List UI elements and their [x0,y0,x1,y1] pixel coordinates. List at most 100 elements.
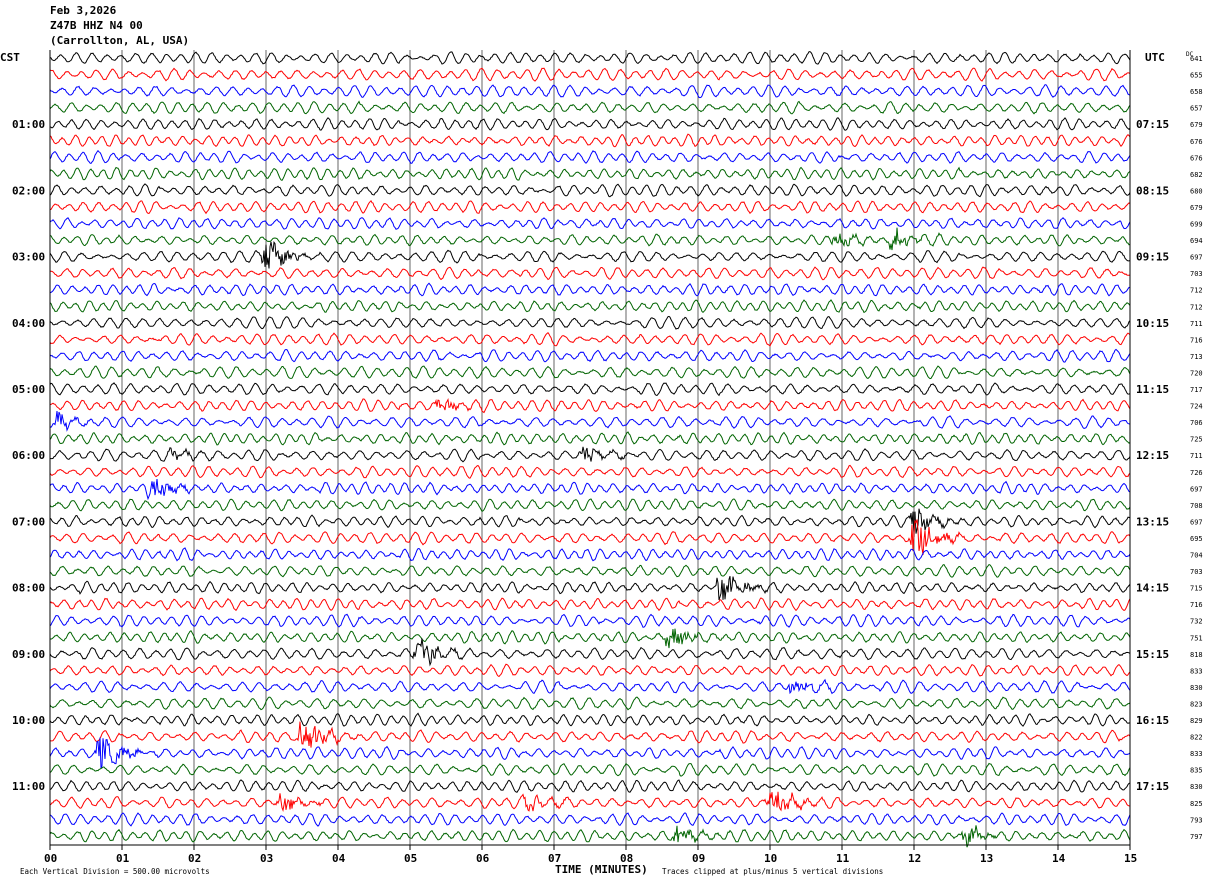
cst-time-label: 03:00 [12,251,45,264]
date-label: Feb 3,2026 [50,4,117,17]
x-tick-label: 02 [188,852,201,865]
dc-value: 830 [1190,783,1203,791]
x-tick-label: 04 [332,852,346,865]
trace-row [49,51,1131,65]
cst-time-label: 06:00 [12,449,45,462]
dc-value: 712 [1190,287,1203,295]
dc-value: 697 [1190,518,1203,526]
utc-time-label: 15:15 [1136,648,1169,661]
utc-time-label: 16:15 [1136,714,1169,727]
dc-value: 751 [1190,634,1203,642]
station-label: Z47B HHZ N4 00 [50,19,143,32]
trace-row [49,149,1131,164]
dc-value: 704 [1190,552,1203,560]
trace-row [49,84,1131,99]
trace-row [49,564,1131,578]
dc-value: 833 [1190,667,1203,675]
cst-time-label: 01:00 [12,118,45,131]
cst-time-label: 04:00 [12,317,45,330]
utc-time-label: 09:15 [1136,251,1169,264]
dc-value: 830 [1190,684,1203,692]
trace-row [49,825,1131,848]
dc-value: 720 [1190,369,1203,377]
trace-row [49,331,1131,347]
trace-row [49,241,1131,269]
x-tick-label: 00 [44,852,57,865]
x-tick-label: 06 [476,852,490,865]
x-tick-label: 08 [620,852,633,865]
trace-row [49,508,1131,538]
dc-header: DC [1186,51,1194,58]
trace-row [49,382,1131,397]
trace-row [49,67,1131,82]
trace-row [49,199,1131,215]
trace-row [49,431,1131,446]
trace-row [49,478,1131,501]
utc-time-label: 10:15 [1136,317,1169,330]
right-timezone-label: UTC [1145,51,1165,64]
left-timezone-label: CST [0,51,20,64]
x-tick-label: 15 [1124,852,1137,865]
trace-row [49,411,1131,432]
dc-value: 679 [1190,121,1203,129]
utc-time-label: 14:15 [1136,582,1169,595]
dc-value: 726 [1190,469,1203,477]
x-tick-label: 01 [116,852,130,865]
dc-value: 695 [1190,535,1203,543]
trace-row [49,315,1131,330]
trace-row [49,628,1131,649]
trace-row [49,266,1131,281]
trace-row [49,464,1131,479]
dc-value: 713 [1190,353,1203,361]
dc-value: 703 [1190,568,1203,576]
trace-row [49,397,1131,414]
trace-row [49,663,1131,678]
trace-row [49,712,1131,727]
x-tick-label: 09 [692,852,705,865]
x-tick-label: 13 [980,852,993,865]
dc-value: 680 [1190,187,1203,195]
utc-time-label: 17:15 [1136,780,1169,793]
trace-row [49,779,1131,793]
utc-time-label: 11:15 [1136,383,1169,396]
utc-time-label: 13:15 [1136,515,1169,528]
utc-time-label: 07:15 [1136,118,1169,131]
trace-row [49,498,1131,512]
trace-row [49,597,1131,612]
dc-value: 835 [1190,767,1203,775]
dc-value: 679 [1190,204,1203,212]
dc-value: 797 [1190,833,1203,841]
dc-value: 657 [1190,105,1203,113]
x-tick-label: 12 [908,852,921,865]
traces [49,51,1131,848]
dc-value: 833 [1190,750,1203,758]
location-label: (Carrollton, AL, USA) [50,34,190,47]
trace-row [49,613,1131,628]
dc-value: 823 [1190,700,1203,708]
trace-row [49,100,1131,115]
trace-row [49,299,1131,314]
utc-time-label: 08:15 [1136,184,1169,197]
dc-value: 711 [1190,320,1203,328]
trace-row [49,227,1131,251]
dc-value: 717 [1190,386,1203,394]
cst-time-label: 09:00 [12,648,45,661]
trace-row [49,282,1131,297]
trace-row [49,762,1131,777]
x-tick-label: 03 [260,852,273,865]
cst-time-label: 07:00 [12,515,45,528]
dc-value: 676 [1190,138,1203,146]
trace-row [49,547,1131,562]
dc-value: 725 [1190,436,1203,444]
trace-row [49,678,1131,695]
trace-row [49,721,1131,748]
trace-row [49,791,1131,812]
x-tick-label: 05 [404,852,417,865]
dc-value: 699 [1190,221,1203,229]
cst-time-label: 08:00 [12,582,45,595]
dc-value: 829 [1190,717,1203,725]
dc-value: 724 [1190,403,1203,411]
dc-value: 658 [1190,88,1203,96]
dc-value: 697 [1190,254,1203,262]
